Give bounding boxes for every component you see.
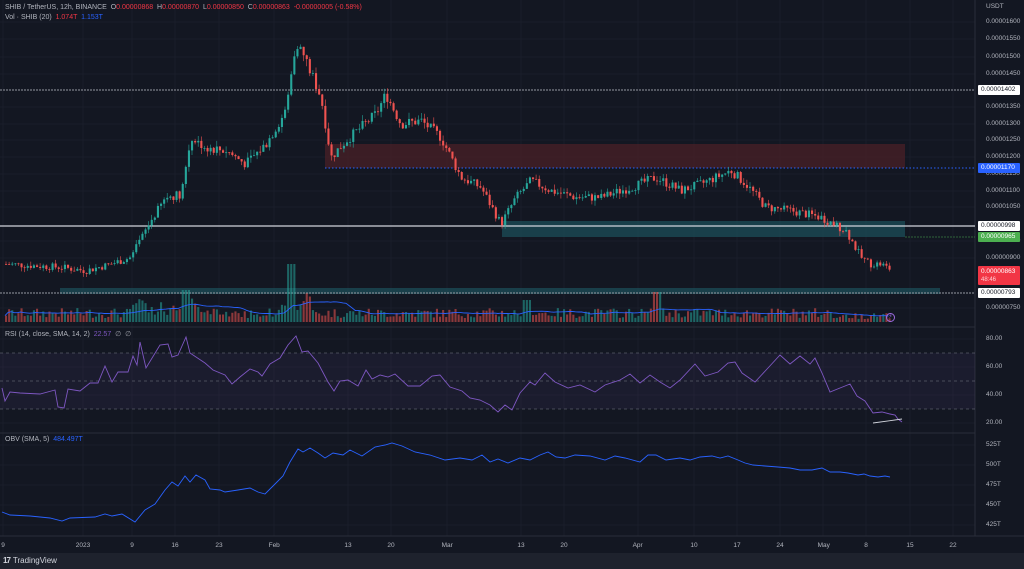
time-tick: 10 xyxy=(690,542,698,549)
price-tick: 0.00000750 xyxy=(986,304,1021,311)
support-zone-low xyxy=(60,288,940,294)
resistance-zone xyxy=(325,144,905,168)
volume-value: 1.074T xyxy=(55,14,78,21)
symbol-legend: SHIB / TetherUS, 12h, BINANCE O0.0000086… xyxy=(5,4,362,11)
price-tick: 0.00001200 xyxy=(986,153,1021,160)
price-tick: 0.00001250 xyxy=(986,136,1021,143)
footer-bar: 17 TradingView xyxy=(0,553,1024,569)
high-value: 0.00000870 xyxy=(162,4,200,11)
rsi-value: 22.57 xyxy=(93,331,112,338)
price-tick: 0.00000900 xyxy=(986,254,1021,261)
obv-legend: OBV (SMA, 5) 484.497T xyxy=(5,435,83,445)
price-tick: 0.00001050 xyxy=(986,203,1021,210)
volume-bars xyxy=(5,264,891,322)
rsi-label: RSI (14, close, SMA, 14, 2) xyxy=(5,331,90,338)
time-tick: 24 xyxy=(776,542,784,549)
grid-lines xyxy=(0,0,975,536)
currency-label: USDT xyxy=(986,3,1004,10)
current-price-tag: 0.00000863 48:46 xyxy=(978,266,1020,285)
obv-line xyxy=(1,442,891,523)
tradingview-logo-icon: 17 xyxy=(3,556,11,565)
price-tag-965: 0.00000965 xyxy=(978,232,1020,242)
price-tick: 0.00001450 xyxy=(986,70,1021,77)
price-tick: 0.00001350 xyxy=(986,103,1021,110)
time-tick: 2023 xyxy=(75,542,91,549)
obv-tick: 425T xyxy=(986,521,1001,528)
lightning-icon[interactable]: ⚡ xyxy=(886,313,895,322)
price-tick: 0.00001550 xyxy=(986,35,1021,42)
time-tick: 20 xyxy=(560,542,568,549)
rsi-tick: 80.00 xyxy=(986,335,1003,342)
open-value: 0.00000868 xyxy=(116,4,154,11)
rsi-tick: 20.00 xyxy=(986,419,1003,426)
time-tick: 13 xyxy=(517,542,525,549)
close-value: 0.00000863 xyxy=(252,4,290,11)
time-tick: Apr xyxy=(632,542,643,549)
obv-tick: 525T xyxy=(986,441,1001,448)
rsi-legend: RSI (14, close, SMA, 14, 2) 22.57 ∅ ∅ xyxy=(5,331,132,338)
rsi-tick: 60.00 xyxy=(986,363,1003,370)
price-tag-998: 0.00000998 xyxy=(978,221,1020,231)
price-tick: 0.00001500 xyxy=(986,53,1021,60)
low-value: 0.00000850 xyxy=(206,4,244,11)
time-tick: 9 xyxy=(130,542,134,549)
price-tick: 0.00001300 xyxy=(986,120,1021,127)
time-tick: 17 xyxy=(733,542,741,549)
time-tick: 9 xyxy=(1,542,5,549)
price-tick: 0.00001600 xyxy=(986,18,1021,25)
symbol-title: SHIB / TetherUS, 12h, BINANCE xyxy=(5,4,107,11)
volume-label: Vol · SHIB (20) xyxy=(5,14,52,21)
volume-legend: Vol · SHIB (20) 1.074T 1.153T xyxy=(5,13,103,23)
price-tag-793: 0.00000793 xyxy=(978,288,1020,298)
candlestick-series xyxy=(5,44,891,277)
time-tick: 23 xyxy=(215,542,223,549)
price-tag-1402: 0.00001402 xyxy=(978,85,1020,95)
time-tick: 15 xyxy=(906,542,914,549)
time-tick: 16 xyxy=(171,542,179,549)
time-tick: 13 xyxy=(344,542,352,549)
rsi-tick: 40.00 xyxy=(986,391,1003,398)
volume-ma-line xyxy=(4,301,889,317)
time-tick: 20 xyxy=(387,542,395,549)
candle-countdown: 48:46 xyxy=(981,277,997,283)
change-value: -0.00000005 (-0.58%) xyxy=(293,4,362,11)
rsi-divergence-line xyxy=(872,418,903,424)
tradingview-logo[interactable]: 17 TradingView xyxy=(3,556,57,565)
obv-tick: 500T xyxy=(986,461,1001,468)
time-tick: May xyxy=(817,542,830,549)
volume-ma-value: 1.153T xyxy=(81,14,103,21)
time-tick: Feb xyxy=(268,542,280,549)
obv-tick: 450T xyxy=(986,501,1001,508)
time-tick: 8 xyxy=(864,542,868,549)
obv-value: 484.497T xyxy=(53,436,83,443)
obv-tick: 475T xyxy=(986,481,1001,488)
obv-label: OBV (SMA, 5) xyxy=(5,436,50,443)
price-tick: 0.00001150 xyxy=(986,170,1020,177)
rsi-line xyxy=(1,335,903,423)
tradingview-brand: TradingView xyxy=(12,556,57,565)
support-zone-mid xyxy=(502,221,905,237)
price-tag-1170: 0.00001170 xyxy=(978,163,1020,173)
time-tick: Mar xyxy=(441,542,453,549)
time-tick: 22 xyxy=(949,542,957,549)
price-tick: 0.00001100 xyxy=(986,187,1020,194)
